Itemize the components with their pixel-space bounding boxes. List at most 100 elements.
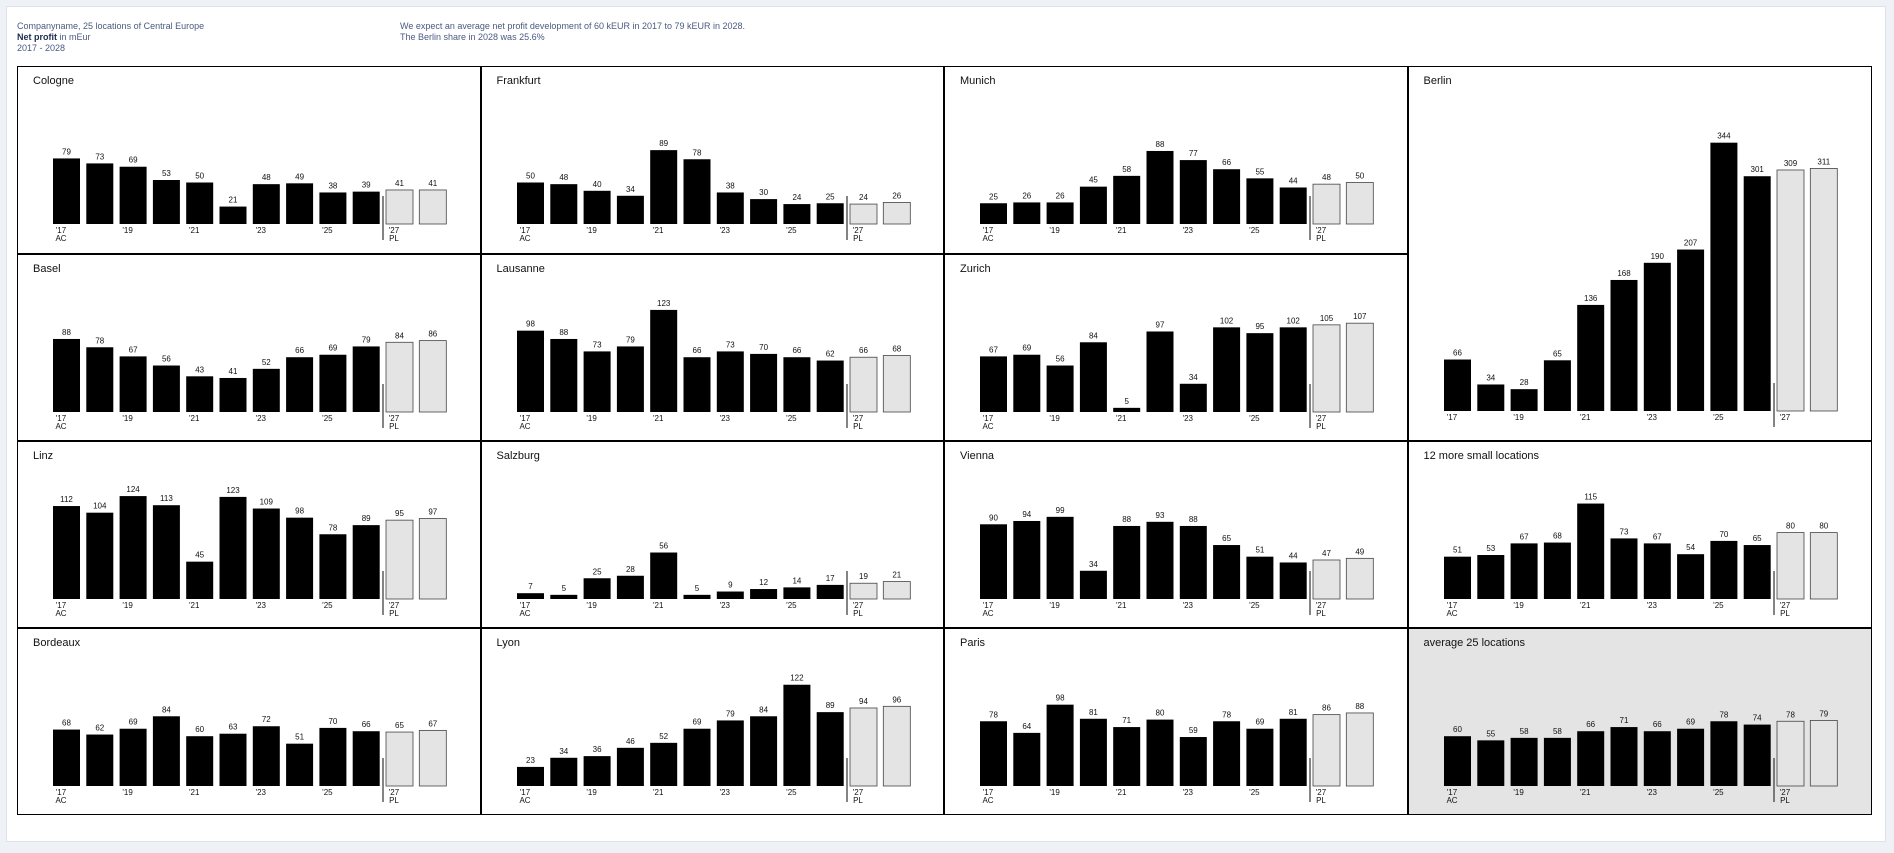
value-label: 47 [1322,549,1331,558]
bar-2023 [1179,525,1207,599]
value-label: 69 [692,718,701,727]
value-label: 26 [1056,191,1065,200]
bar-2027 [385,341,414,413]
tick-label: '17 [519,414,530,423]
tick-label: '21 [652,414,663,423]
bar-2019 [1046,516,1074,599]
value-label: 56 [1056,355,1065,364]
tick-label: '19 [586,788,597,797]
tick-label: '25 [1713,601,1724,610]
bar-2025 [319,727,347,786]
bar-2026 [352,191,380,224]
bar-2026 [816,203,844,224]
tick-label: '17 [1446,788,1457,797]
bar-2027 [1776,720,1804,787]
scenario-label-ac: AC [55,422,66,431]
tick-label: '23 [719,788,730,797]
value-label: 24 [859,193,868,202]
value-label: 51 [295,733,304,742]
value-label: 89 [659,139,668,148]
bar-2024 [1676,728,1704,786]
tick-label: '27 [389,601,400,610]
bar-2026 [1279,718,1307,786]
tick-label: '23 [719,414,730,423]
bar-2023 [252,184,280,224]
bar-chart-svg: 60 '17 55 58 '19 58 66 '21 71 66 '23 69 78 '25 74 78 '27… [1443,709,1838,805]
bar-2019 [119,496,147,599]
value-label: 65 [395,721,404,730]
period-label: 2017 - 2028 [17,43,66,53]
bar-2024 [286,743,314,786]
value-label: 66 [1222,158,1231,167]
bar-2017 [980,203,1007,224]
value-label: 66 [295,346,304,355]
value-label: 136 [1584,294,1598,303]
bar-2018 [1013,202,1041,224]
bar-2028 [1345,557,1374,600]
tick-label: '27 [852,788,863,797]
value-label: 84 [759,705,768,714]
value-label: 115 [1584,493,1597,502]
bar-2025 [319,354,347,412]
bar-2026 [1279,187,1307,224]
scenario-label-pl: PL [853,422,863,431]
tick-label: '17 [1446,601,1457,610]
bar-2024 [1676,554,1704,599]
tick-label: '19 [122,601,133,610]
bar-2024 [286,357,314,412]
panel-title: Munich [960,75,996,87]
tick-label: '21 [1116,788,1127,797]
bar-2024 [1213,327,1241,412]
bar-chart-svg: 66 '17 34 28 '19 65 136 '21 168 190 '23 207 344 '25 30… [1443,132,1838,427]
value-label: 344 [1717,132,1731,141]
tick-label: '27 [852,601,863,610]
bar-2022 [683,728,710,786]
value-label: 48 [1322,173,1331,182]
tick-label: '25 [1713,788,1724,797]
bar-2025 [319,534,347,599]
panel-vienna: Vienna 90 '17 94 99 '19 34 88 '21 93 88 '23 65 51 '25 4… [944,441,1408,628]
value-label: 54 [1686,543,1695,552]
small-multiples-grid: Cologne 79'17 73 69'19 53 50'21 21 48'23 49 38'25… [17,66,1872,815]
bar-2020 [152,180,180,224]
tick-label: '23 [1646,788,1657,797]
tick-label: '23 [256,788,267,797]
bar-2022 [683,594,710,599]
bar-2023 [252,726,280,786]
scenario-label-ac: AC [519,796,530,805]
value-label: 30 [759,188,768,197]
value-label: 52 [262,358,271,367]
tick-label: '27 [1779,788,1790,797]
report-header: Companyname, 25 locations of Central Eur… [17,21,204,54]
scenario-label-ac: AC [55,796,66,805]
value-label: 48 [262,173,271,182]
value-label: 38 [725,181,734,190]
value-label: 79 [62,147,71,156]
value-label: 34 [1089,560,1098,569]
bar-2025 [1246,556,1274,599]
tick-label: '19 [586,601,597,610]
tick-label: '27 [1316,788,1327,797]
bar-2020 [1543,542,1571,599]
tick-label: '17 [519,601,530,610]
value-label: 84 [162,705,171,714]
value-label: 50 [526,172,535,181]
bar-2020 [152,716,180,786]
bar-2026 [1743,545,1771,599]
value-label: 207 [1683,239,1697,248]
value-label: 73 [95,152,104,161]
bar-2027 [1312,183,1341,225]
tick-label: '21 [189,788,200,797]
tick-label: '25 [1249,414,1260,423]
value-label: 5 [561,584,566,593]
value-label: 122 [790,674,804,683]
bar-2019 [119,728,147,786]
panel-zurich: Zurich 67 '17 69 56 '19 84 5 '21 97 34 '23 102 95 '25 1… [944,254,1408,441]
bar-chart-svg: 7 '17 5 25 '19 28 56 '21 5 9 '23 12 14 '25 17 19 '27 21 AC… [516,542,911,618]
value-label: 77 [1189,149,1198,158]
bar-2024 [1213,721,1241,786]
value-label: 41 [428,179,437,188]
value-label: 9 [728,581,733,590]
bar-2026 [352,731,380,786]
value-label: 64 [1022,722,1031,731]
